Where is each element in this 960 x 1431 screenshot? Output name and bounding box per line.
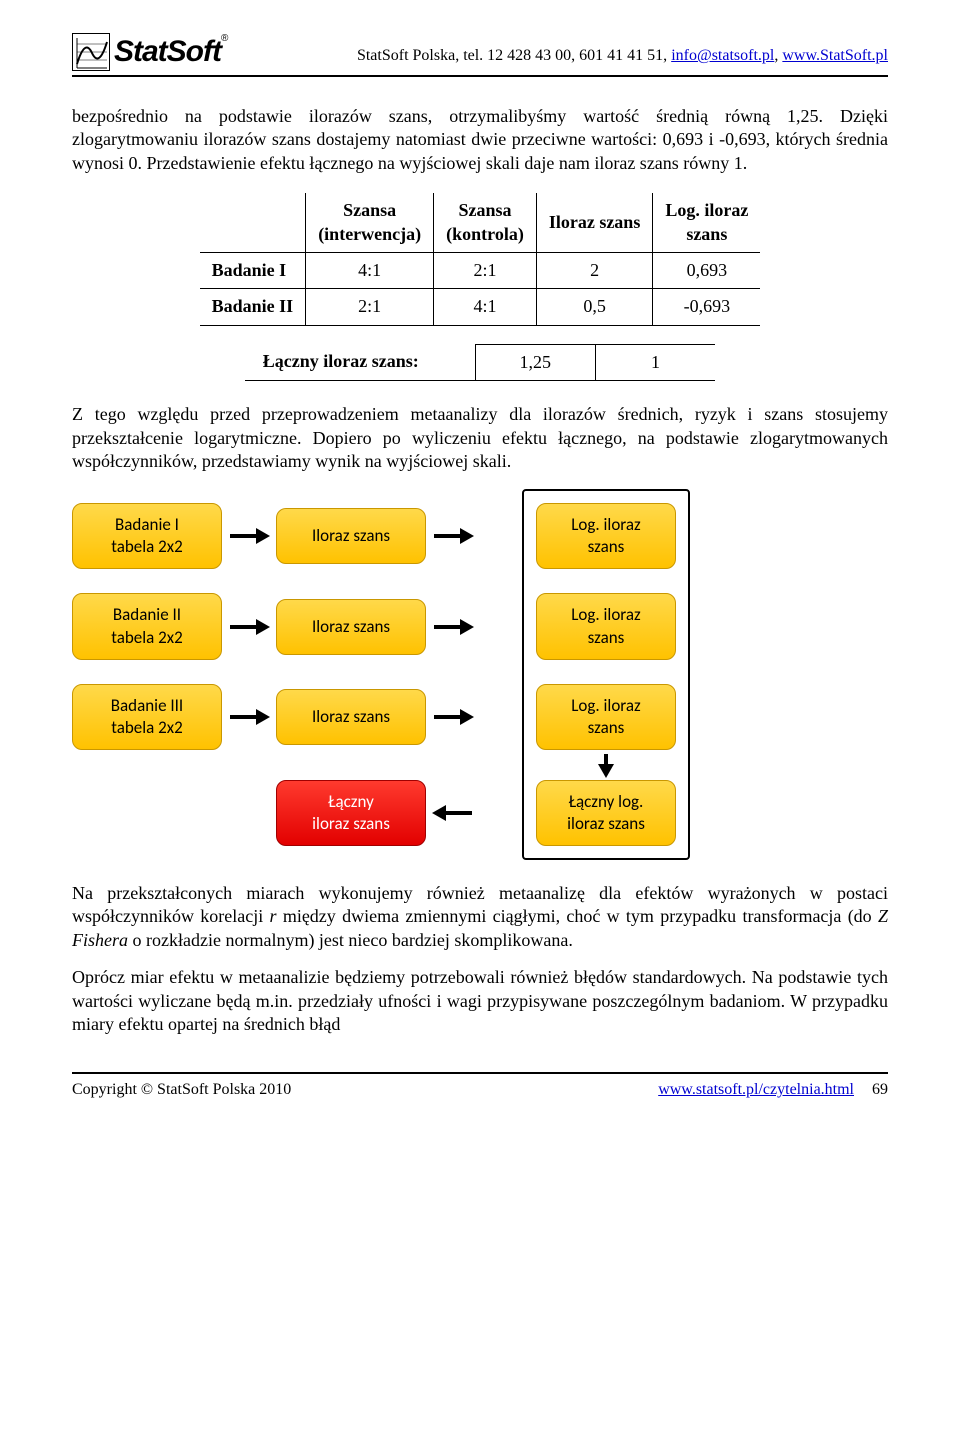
- cell: 0,693: [653, 252, 761, 288]
- cell: 4:1: [434, 289, 537, 325]
- col-header: Iloraz szans: [536, 193, 653, 252]
- cell: 2:1: [306, 289, 434, 325]
- cell: 1,25: [475, 344, 595, 380]
- page-footer: Copyright © StatSoft Polska 2010 www.sta…: [72, 1072, 888, 1101]
- cell: -0,693: [653, 289, 761, 325]
- arrow-right-icon: [222, 615, 276, 639]
- header-site-link[interactable]: www.StatSoft.pl: [782, 47, 888, 64]
- page-header: StatSoft® StatSoft Polska, tel. 12 428 4…: [72, 32, 888, 77]
- flow-diagram: Badanie I tabela 2x2 Iloraz szans Log. i…: [72, 503, 888, 846]
- iloraz-box: Iloraz szans: [276, 689, 426, 745]
- paragraph-4: Oprócz miar efektu w metaanalizie będzie…: [72, 966, 888, 1036]
- logo: StatSoft®: [72, 32, 227, 71]
- study-box: Badanie I tabela 2x2: [72, 503, 222, 569]
- cell: 4:1: [306, 252, 434, 288]
- log-group-frame: [522, 489, 690, 860]
- diagram-row: Badanie I tabela 2x2 Iloraz szans Log. i…: [72, 503, 888, 569]
- table-corner: [200, 193, 306, 252]
- diagram-bottom-row: Łączny iloraz szans Łączny log. iloraz s…: [72, 780, 888, 846]
- header-contact: StatSoft Polska, tel. 12 428 43 00, 601 …: [357, 46, 888, 71]
- cell: 2: [536, 252, 653, 288]
- diagram-row: Badanie II tabela 2x2 Iloraz szans Log. …: [72, 593, 888, 659]
- arrow-down-icon: [594, 752, 618, 778]
- cell: 0,5: [536, 289, 653, 325]
- col-header: Log. iloraz szans: [653, 193, 761, 252]
- page-number: 69: [872, 1081, 888, 1098]
- diagram-row: Badanie III tabela 2x2 Iloraz szans Log.…: [72, 684, 888, 750]
- statsoft-curve-icon: [72, 33, 110, 71]
- arrow-right-icon: [426, 524, 480, 548]
- arrow-right-icon: [222, 524, 276, 548]
- paragraph-1: bezpośrednio na podstawie ilorazów szans…: [72, 105, 888, 175]
- cell: 1: [595, 344, 715, 380]
- combined-label: Łączny iloraz szans:: [245, 344, 475, 380]
- table-row: Badanie I 4:1 2:1 2 0,693: [200, 252, 761, 288]
- row-label: Badanie II: [200, 289, 306, 325]
- col-header: Szansa (interwencja): [306, 193, 434, 252]
- arrow-right-icon: [426, 705, 480, 729]
- combined-iloraz-box: Łączny iloraz szans: [276, 780, 426, 846]
- row-label: Badanie I: [200, 252, 306, 288]
- paragraph-2: Z tego względu przed przeprowadzeniem me…: [72, 403, 888, 473]
- arrow-right-icon: [222, 705, 276, 729]
- iloraz-box: Iloraz szans: [276, 508, 426, 564]
- study-box: Badanie III tabela 2x2: [72, 684, 222, 750]
- arrow-left-icon: [426, 801, 480, 825]
- copyright-text: Copyright © StatSoft Polska 2010: [72, 1080, 291, 1101]
- footer-link[interactable]: www.statsoft.pl/czytelnia.html: [658, 1081, 854, 1098]
- combined-odds-table: Łączny iloraz szans: 1,25 1: [245, 344, 715, 381]
- col-header: Szansa (kontrola): [434, 193, 537, 252]
- table-row: Badanie II 2:1 4:1 0,5 -0,693: [200, 289, 761, 325]
- cell: 2:1: [434, 252, 537, 288]
- logo-text: StatSoft®: [114, 32, 227, 71]
- iloraz-box: Iloraz szans: [276, 599, 426, 655]
- header-email-link[interactable]: info@statsoft.pl: [671, 47, 774, 64]
- arrow-right-icon: [426, 615, 480, 639]
- paragraph-3: Na przekształconych miarach wykonujemy r…: [72, 882, 888, 952]
- odds-table: Szansa (interwencja) Szansa (kontrola) I…: [200, 193, 761, 326]
- study-box: Badanie II tabela 2x2: [72, 593, 222, 659]
